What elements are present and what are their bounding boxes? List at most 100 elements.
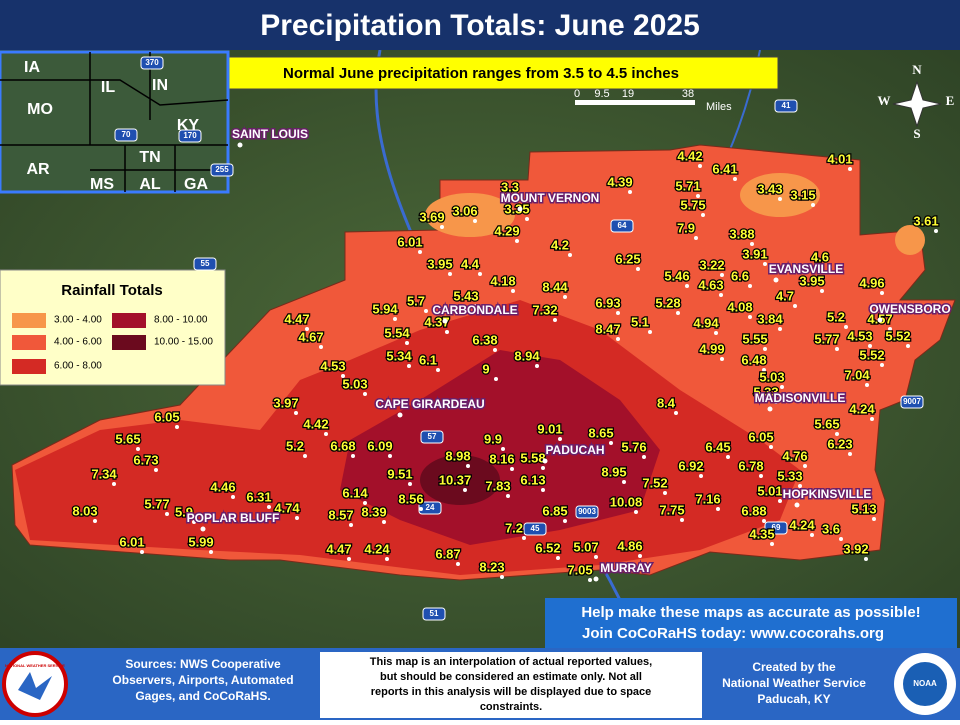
station-dot: [419, 507, 423, 511]
station-dot: [864, 557, 868, 561]
station-dot: [696, 194, 700, 198]
highway-shield: [210, 163, 234, 177]
inset-state-label: MO: [27, 101, 53, 118]
station-value: 5.99: [188, 534, 213, 549]
highway-shield: [523, 522, 547, 536]
station-value: 4.08: [727, 299, 752, 314]
highway-label: 9003: [578, 507, 596, 516]
city-label: OWENSBORO: [869, 302, 950, 316]
station-value: 8.57: [328, 507, 353, 522]
highway-shield: [422, 607, 446, 621]
station-dot: [424, 309, 428, 313]
station-dot: [828, 265, 832, 269]
city-dot: [237, 142, 243, 148]
highway-label: 24: [426, 503, 435, 512]
station-dot: [515, 239, 519, 243]
station-value: 5.2: [827, 309, 845, 324]
highway-shield: [764, 521, 788, 535]
station-dot: [628, 190, 632, 194]
station-dot: [676, 311, 680, 315]
station-dot: [616, 337, 620, 341]
inset-state-label: MS: [90, 176, 114, 193]
station-dot: [934, 229, 938, 233]
footer-text: Observers, Airports, Automated: [112, 673, 293, 687]
highway-shield: [418, 501, 442, 515]
station-value: 9.01: [537, 421, 562, 436]
station-value: 5.58: [520, 450, 545, 465]
highway-shield: [114, 128, 138, 142]
city-dot: [517, 206, 523, 212]
station-dot: [349, 523, 353, 527]
station-value: 5.46: [664, 268, 689, 283]
cocorahs-line: Join CoCoRaHS today: www.cocorahs.org: [582, 625, 884, 642]
station-dot: [719, 293, 723, 297]
station-value: 7.04: [844, 367, 870, 382]
station-value: 5.13: [851, 501, 876, 516]
station-dot: [748, 284, 752, 288]
station-value: 8.03: [72, 503, 97, 518]
city-label: SAINT LOUIS: [232, 127, 308, 141]
station-value: 3.06: [452, 203, 477, 218]
station-value: 6.23: [827, 436, 852, 451]
station-dot: [440, 225, 444, 229]
station-value: 6.52: [535, 540, 560, 555]
station-value: 3.84: [757, 311, 783, 326]
station-dot: [493, 348, 497, 352]
station-value: 3.88: [729, 226, 754, 241]
highway-shield: [420, 430, 444, 444]
station-dot: [906, 344, 910, 348]
city-dot: [794, 502, 800, 508]
station-dot: [466, 464, 470, 468]
highway-label: 69: [772, 523, 781, 532]
station-value: 7.83: [485, 478, 510, 493]
subtitle: Normal June precipitation ranges from 3.…: [283, 65, 679, 82]
scale-tick: 0: [574, 88, 580, 100]
station-value: 8.4: [657, 395, 676, 410]
city-dot: [397, 412, 403, 418]
station-value: 7.9: [677, 220, 695, 235]
station-value: 4.67: [298, 329, 323, 344]
station-dot: [778, 499, 782, 503]
footer-text: This map is an interpolation of actual r…: [370, 656, 652, 668]
noaa-logo-mark: [903, 662, 947, 706]
station-value: 4.74: [274, 500, 300, 515]
station-dot: [478, 272, 482, 276]
station-value: 3.3: [501, 179, 519, 194]
station-dot: [770, 542, 774, 546]
station-value: 4.99: [699, 341, 724, 356]
station-dot: [634, 510, 638, 514]
legend-title: Rainfall Totals: [61, 282, 162, 299]
station-dot: [231, 495, 235, 499]
station-dot: [448, 272, 452, 276]
station-value: 8.95: [601, 464, 626, 479]
station-dot: [388, 454, 392, 458]
station-dot: [880, 363, 884, 367]
station-value: 3.6: [822, 521, 840, 536]
station-value: 3.61: [913, 213, 938, 228]
station-dot: [558, 437, 562, 441]
station-value: 3.97: [273, 395, 298, 410]
station-value: 5.94: [372, 301, 398, 316]
station-value: 6.14: [342, 485, 368, 500]
station-value: 10.37: [439, 472, 472, 487]
station-dot: [701, 213, 705, 217]
station-dot: [294, 411, 298, 415]
legend-swatch: [12, 335, 46, 350]
station-dot: [720, 357, 724, 361]
station-dot: [474, 304, 478, 308]
station-value: 9: [482, 361, 489, 376]
station-dot: [811, 203, 815, 207]
highway-label: 45: [531, 524, 540, 533]
station-value: 5.75: [680, 197, 705, 212]
station-value: 4.94: [693, 315, 719, 330]
station-dot: [393, 317, 397, 321]
station-dot: [588, 578, 592, 582]
station-value: 5.52: [859, 347, 884, 362]
station-dot: [154, 468, 158, 472]
station-dot: [680, 518, 684, 522]
station-value: 4.47: [284, 311, 309, 326]
station-dot: [553, 318, 557, 322]
cocorahs-line: Help make these maps as accurate as poss…: [581, 604, 920, 621]
inset-state-label: GA: [184, 176, 208, 193]
